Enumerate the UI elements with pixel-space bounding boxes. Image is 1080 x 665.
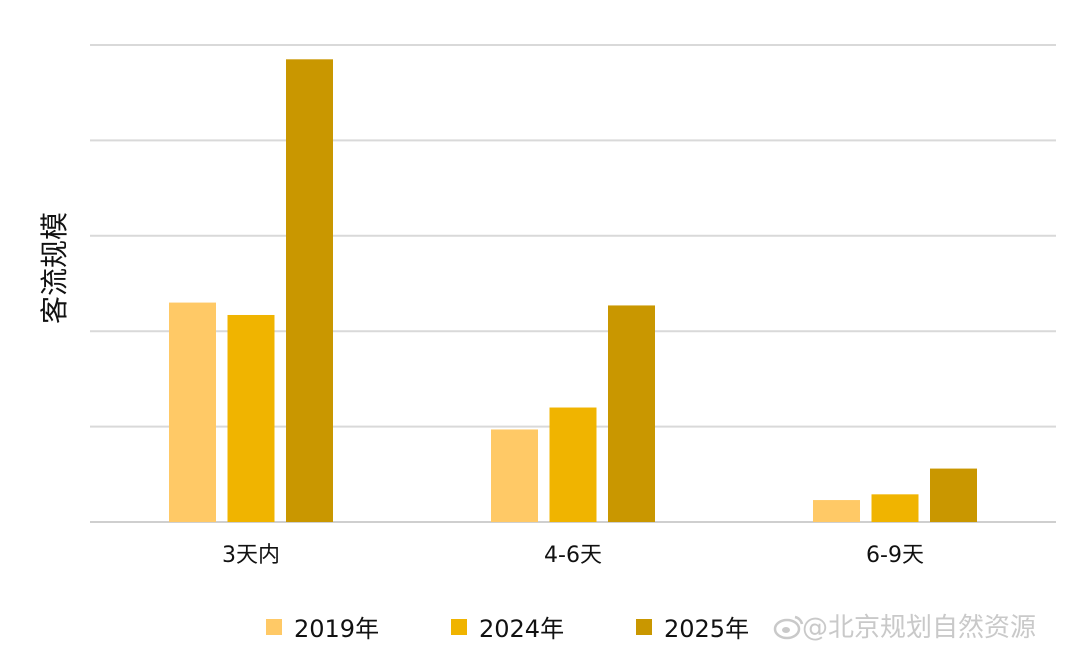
legend-swatch bbox=[636, 619, 652, 635]
bar-2025年-4-6天 bbox=[608, 305, 655, 522]
bar-2024年-3天内 bbox=[227, 314, 275, 522]
legend-label: 2024年 bbox=[479, 615, 564, 643]
y-axis-label: 客流规模 bbox=[38, 212, 71, 324]
watermark: @北京规划自然资源 bbox=[773, 613, 1036, 643]
bar-2019年-6-9天 bbox=[813, 500, 860, 522]
watermark-text: @北京规划自然资源 bbox=[802, 613, 1036, 643]
x-tick-label: 6-9天 bbox=[866, 543, 924, 568]
bar-2025年-3天内 bbox=[286, 59, 333, 523]
legend-label: 2019年 bbox=[294, 615, 379, 643]
bars bbox=[169, 59, 977, 523]
bar-2024年-6-9天 bbox=[871, 494, 919, 522]
x-tick-label: 4-6天 bbox=[544, 543, 602, 568]
bar-2019年-4-6天 bbox=[491, 429, 538, 522]
x-tick-labels: 3天内 4-6天 6-9天 bbox=[222, 543, 924, 568]
legend-swatch bbox=[266, 619, 282, 635]
bar-2025年-6-9天 bbox=[930, 468, 977, 522]
legend-swatch bbox=[451, 619, 467, 635]
bar-2024年-4-6天 bbox=[549, 407, 597, 522]
x-tick-label: 3天内 bbox=[222, 543, 280, 568]
legend-label: 2025年 bbox=[664, 615, 749, 643]
bar-2019年-3天内 bbox=[169, 302, 216, 522]
legend: 2019年 2024年 2025年 bbox=[266, 615, 749, 643]
weibo-logo-icon bbox=[773, 615, 804, 640]
